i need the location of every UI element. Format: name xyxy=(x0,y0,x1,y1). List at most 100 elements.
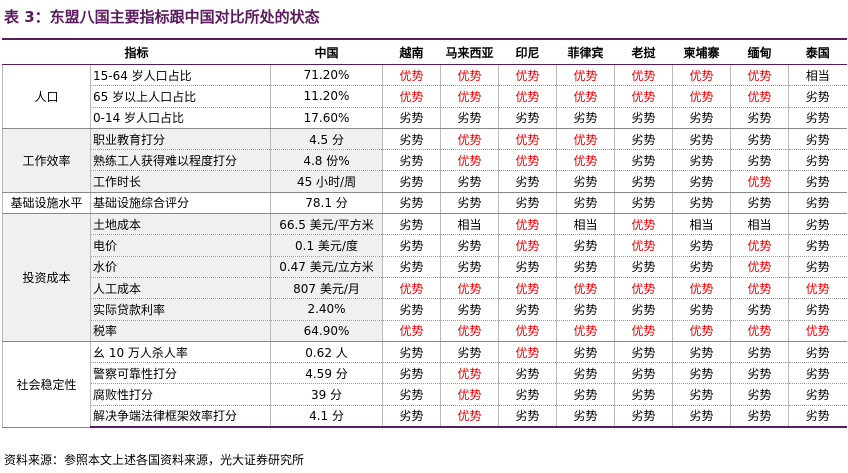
status-cell: 优势 xyxy=(730,320,789,342)
status-cell: 劣势 xyxy=(672,256,731,278)
status-cell: 劣势 xyxy=(382,234,441,257)
status-cell: 劣势 xyxy=(614,298,673,321)
header-cell: 老挝 xyxy=(614,38,673,65)
status-cell: 劣势 xyxy=(382,192,441,215)
china-value: 45 小时/周 xyxy=(270,170,383,193)
status-cell: 劣势 xyxy=(788,234,847,257)
status-cell: 劣势 xyxy=(440,107,499,129)
indicator: 人工成本 xyxy=(89,277,271,300)
header-row: 指标 中国 越南 马来西亚 印尼 菲律宾 老挝 柬埔寨 缅甸 泰国 xyxy=(1,38,847,65)
status-cell: 劣势 xyxy=(382,256,441,278)
status-cell: 相当 xyxy=(440,213,499,236)
table-row: 电价 0.1 美元/度 劣势 劣势 优势 劣势 优势 劣势 优势 劣势 xyxy=(3,234,847,257)
status-cell: 优势 xyxy=(382,277,441,300)
indicator: 实际贷款利率 xyxy=(89,298,271,321)
status-cell: 劣势 xyxy=(498,107,557,129)
status-cell: 优势 xyxy=(382,85,441,108)
status-cell: 劣势 xyxy=(498,383,557,406)
china-value: 4.59 分 xyxy=(270,362,383,385)
status-cell: 劣势 xyxy=(730,107,789,129)
status-cell: 劣势 xyxy=(556,256,615,278)
status-cell: 劣势 xyxy=(614,170,673,193)
status-cell: 优势 xyxy=(498,341,557,364)
status-cell: 劣势 xyxy=(788,362,847,385)
status-cell: 优势 xyxy=(614,64,673,87)
status-cell: 劣势 xyxy=(672,107,731,129)
china-value: 0.1 美元/度 xyxy=(270,234,383,257)
status-cell: 劣势 xyxy=(614,128,673,151)
status-cell: 劣势 xyxy=(730,362,789,385)
table-row: 实际贷款利率 2.40% 劣势 劣势 劣势 劣势 劣势 劣势 劣势 劣势 xyxy=(3,298,847,321)
group-label: 工作效率 xyxy=(2,128,91,193)
indicator: 15-64 岁人口占比 xyxy=(89,64,271,87)
source-note: 资料来源：参照本文上述各国资料来源，光大证券研究所 xyxy=(4,453,305,467)
status-cell: 劣势 xyxy=(730,149,789,172)
header-cell: 越南 xyxy=(382,38,441,65)
china-value: 66.5 美元/平方米 xyxy=(270,213,383,236)
status-cell: 优势 xyxy=(556,149,615,172)
status-cell: 劣势 xyxy=(382,149,441,172)
status-cell: 劣势 xyxy=(498,298,557,321)
status-cell: 劣势 xyxy=(788,256,847,278)
group-label: 社会稳定性 xyxy=(2,341,91,428)
status-cell: 优势 xyxy=(672,64,731,87)
status-cell: 劣势 xyxy=(556,107,615,129)
status-cell: 劣势 xyxy=(730,298,789,321)
status-cell: 劣势 xyxy=(382,107,441,129)
table-row: 工作时长 45 小时/周 劣势 劣势 劣势 劣势 劣势 劣势 优势 劣势 xyxy=(3,170,847,193)
status-cell: 劣势 xyxy=(788,149,847,172)
status-cell: 劣势 xyxy=(672,383,731,406)
status-cell: 优势 xyxy=(498,320,557,342)
status-cell: 优势 xyxy=(498,64,557,87)
status-cell: 优势 xyxy=(614,213,673,236)
status-cell: 劣势 xyxy=(730,383,789,406)
status-cell: 优势 xyxy=(672,277,731,300)
status-cell: 劣势 xyxy=(440,298,499,321)
group-label: 人口 xyxy=(2,64,91,129)
table-row: 65 岁以上人口占比 11.20% 优势 优势 优势 优势 优势 优势 优势 劣势 xyxy=(3,85,847,108)
table-row: 0-14 岁人口占比 17.60% 劣势 劣势 劣势 劣势 劣势 劣势 劣势 劣势 xyxy=(3,107,847,129)
status-cell: 劣势 xyxy=(440,341,499,364)
indicator: 基础设施综合评分 xyxy=(89,192,271,215)
status-cell: 优势 xyxy=(730,170,789,193)
status-cell: 相当 xyxy=(788,64,847,87)
indicator: 工作时长 xyxy=(89,170,271,193)
status-cell: 劣势 xyxy=(382,170,441,193)
status-cell: 优势 xyxy=(556,85,615,108)
status-cell: 劣势 xyxy=(498,256,557,278)
comparison-table: 指标 中国 越南 马来西亚 印尼 菲律宾 老挝 柬埔寨 缅甸 泰国 人口 15-64 岁人口占比 71… xyxy=(1,38,847,429)
status-cell: 优势 xyxy=(440,128,499,151)
status-cell: 优势 xyxy=(498,128,557,151)
indicator: 税率 xyxy=(89,320,271,342)
status-cell: 优势 xyxy=(788,320,847,342)
status-cell: 劣势 xyxy=(788,192,847,215)
table-row: 税率 64.90% 优势 优势 优势 优势 优势 优势 优势 优势 xyxy=(3,320,847,342)
status-cell: 劣势 xyxy=(614,149,673,172)
china-value: 39 分 xyxy=(270,383,383,406)
status-cell: 劣势 xyxy=(788,341,847,364)
status-cell: 优势 xyxy=(556,64,615,87)
status-cell: 优势 xyxy=(498,277,557,300)
china-value: 64.90% xyxy=(270,320,383,342)
status-cell: 劣势 xyxy=(788,85,847,108)
status-cell: 劣势 xyxy=(672,128,731,151)
status-cell: 优势 xyxy=(788,277,847,300)
status-cell: 劣势 xyxy=(672,362,731,385)
status-cell: 优势 xyxy=(440,383,499,406)
status-cell: 劣势 xyxy=(556,383,615,406)
status-cell: 劣势 xyxy=(498,362,557,385)
indicator: 警察可靠性打分 xyxy=(89,362,271,385)
status-cell: 优势 xyxy=(672,320,731,342)
indicator: 土地成本 xyxy=(89,213,271,236)
status-cell: 优势 xyxy=(382,64,441,87)
china-value: 2.40% xyxy=(270,298,383,321)
status-cell: 劣势 xyxy=(788,170,847,193)
china-value: 78.1 分 xyxy=(270,192,383,215)
header-cell: 马来西亚 xyxy=(440,38,499,65)
status-cell: 劣势 xyxy=(788,405,847,429)
status-cell: 劣势 xyxy=(672,170,731,193)
table-row: 人工成本 807 美元/月 优势 优势 优势 优势 优势 优势 优势 优势 xyxy=(3,277,847,300)
status-cell: 劣势 xyxy=(556,234,615,257)
china-value: 0.62 人 xyxy=(270,341,383,364)
header-cell: 缅甸 xyxy=(730,38,789,65)
